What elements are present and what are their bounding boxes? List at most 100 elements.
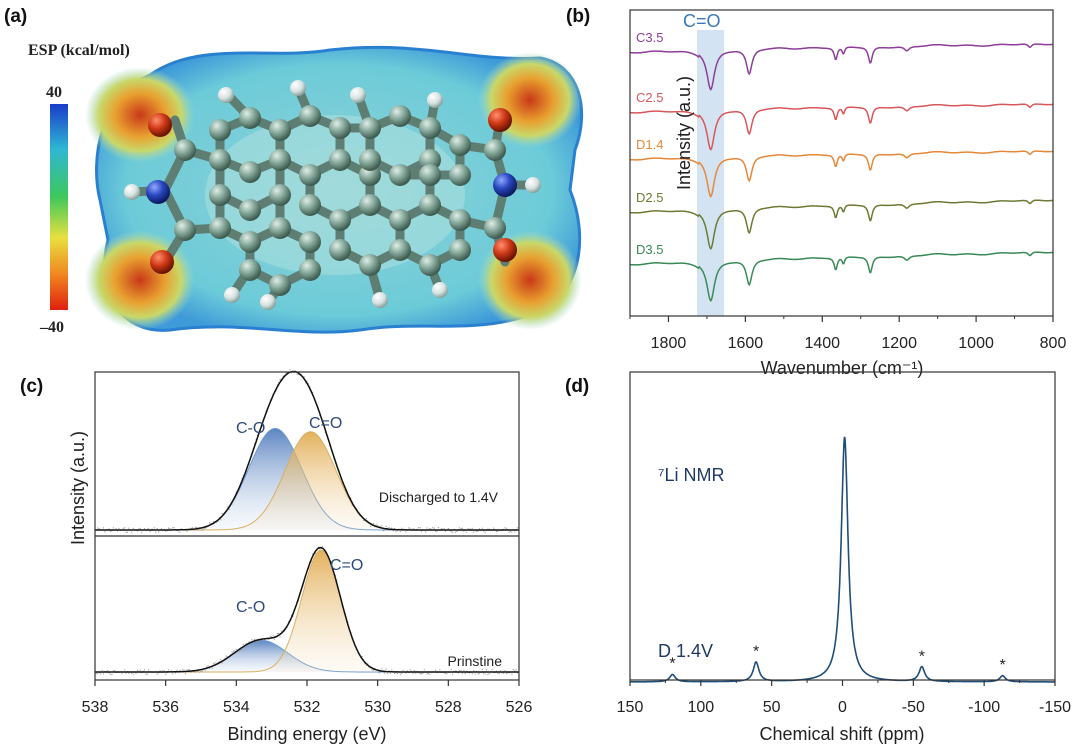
panel-label-d: (d)	[565, 376, 589, 397]
xps-data-point	[437, 527, 439, 529]
xps-data-point	[481, 527, 483, 529]
xps-data-point	[156, 673, 158, 675]
xps-data-point	[450, 668, 452, 671]
xps-data-point	[419, 527, 421, 529]
ftir-series-line	[630, 199, 1054, 250]
xps-data-point	[186, 530, 188, 532]
nmr-title: ⁷Li NMR	[658, 465, 725, 485]
xps-data-point	[194, 671, 196, 673]
xps-data-point	[377, 524, 379, 527]
xps-data-point	[132, 527, 134, 530]
xps-data-point	[362, 519, 365, 521]
hydrogen-atom	[350, 87, 366, 103]
xps-data-point	[247, 645, 249, 647]
carbon-atom	[269, 274, 291, 296]
xps-data-point	[200, 529, 202, 531]
xps-data-point	[200, 671, 202, 673]
xps-x-tick-label: 532	[294, 699, 321, 716]
xps-data-point	[385, 525, 387, 528]
xps-data-point	[245, 642, 247, 645]
xps-x-tick-label: 536	[152, 699, 179, 716]
nitrogen-atom	[146, 180, 170, 204]
xps-data-point	[446, 673, 448, 675]
xps-data-point	[477, 673, 479, 675]
carbon-atom	[209, 119, 231, 141]
xps-data-point	[254, 639, 256, 641]
xps-x-tick-label: 530	[364, 699, 391, 716]
xps-data-point	[281, 630, 283, 632]
xps-data-point	[102, 527, 105, 529]
xps-data-point	[432, 527, 434, 529]
xps-data-point	[384, 672, 386, 674]
carbon-atom	[209, 217, 231, 239]
carbon-atom	[299, 105, 321, 127]
xps-data-point	[139, 669, 141, 671]
carbon-atom	[389, 164, 411, 186]
xps-data-point	[121, 673, 123, 675]
carbon-atom	[449, 239, 471, 261]
carbon-atom	[299, 164, 321, 186]
xps-data-point	[427, 672, 430, 675]
xps-data-point	[167, 669, 170, 671]
carbon-atom	[299, 231, 321, 253]
xps-data-point	[394, 672, 396, 675]
xps-data-point	[511, 531, 513, 533]
ftir-series-label: D2.5	[636, 190, 663, 205]
xps-data-point	[504, 527, 506, 529]
xps-data-point	[512, 669, 514, 671]
xps-data-point	[126, 531, 129, 533]
xps-data-point	[460, 669, 462, 671]
xps-data-point	[371, 669, 373, 671]
xps-data-point	[452, 531, 454, 533]
xps-data-point	[252, 642, 254, 644]
nmr-series-label: D 1.4V	[658, 641, 713, 661]
xps-data-point	[143, 528, 146, 530]
xps-data-point	[296, 373, 298, 376]
xps-data-point	[474, 673, 476, 675]
xps-data-point	[196, 527, 198, 529]
xps-data-point	[138, 528, 140, 530]
xps-data-point	[220, 519, 222, 521]
carbon-atom	[419, 254, 441, 276]
nmr-x-tick-label: 150	[617, 699, 644, 716]
xps-top-co-label: C-O	[236, 420, 265, 437]
xps-component-fill	[95, 550, 519, 672]
carbon-atom	[359, 194, 381, 216]
xps-data-point	[361, 655, 363, 658]
ftir-series-label: C3.5	[636, 30, 663, 45]
carbon-atom	[419, 164, 441, 186]
xps-data-point	[156, 528, 158, 530]
xps-data-point	[102, 673, 105, 675]
carbon-atom	[239, 161, 261, 183]
xps-data-point	[488, 672, 490, 675]
xps-data-point	[167, 527, 170, 529]
hydrogen-atom	[525, 177, 541, 193]
xps-data-point	[175, 672, 177, 674]
xps-data-point	[450, 531, 452, 533]
carbon-atom	[329, 239, 351, 261]
xps-data-point	[197, 529, 199, 531]
carbon-atom	[239, 107, 261, 129]
xps-x-tick-label: 538	[82, 699, 109, 716]
xps-data-point	[220, 659, 222, 661]
xps-data-point	[179, 669, 181, 671]
xps-data-point	[176, 669, 178, 671]
xps-data-point	[391, 527, 393, 529]
carbon-atom	[299, 194, 321, 216]
carbon-atom	[239, 199, 261, 221]
xps-data-point	[235, 648, 237, 650]
xps-data-point	[500, 670, 502, 672]
xps-data-point	[444, 530, 447, 532]
xps-data-point	[422, 672, 424, 674]
xps-data-point	[183, 669, 185, 671]
xps-data-point	[372, 522, 374, 525]
xps-data-point	[199, 671, 201, 673]
xps-data-point	[495, 531, 497, 533]
xps-data-point	[160, 528, 162, 530]
xps-data-point	[109, 673, 112, 675]
colorbar-max-label: 40	[46, 84, 62, 101]
xps-data-point	[413, 670, 415, 672]
xps-data-point	[426, 673, 428, 675]
xps-data-point	[425, 531, 427, 533]
xps-data-point	[461, 527, 464, 529]
